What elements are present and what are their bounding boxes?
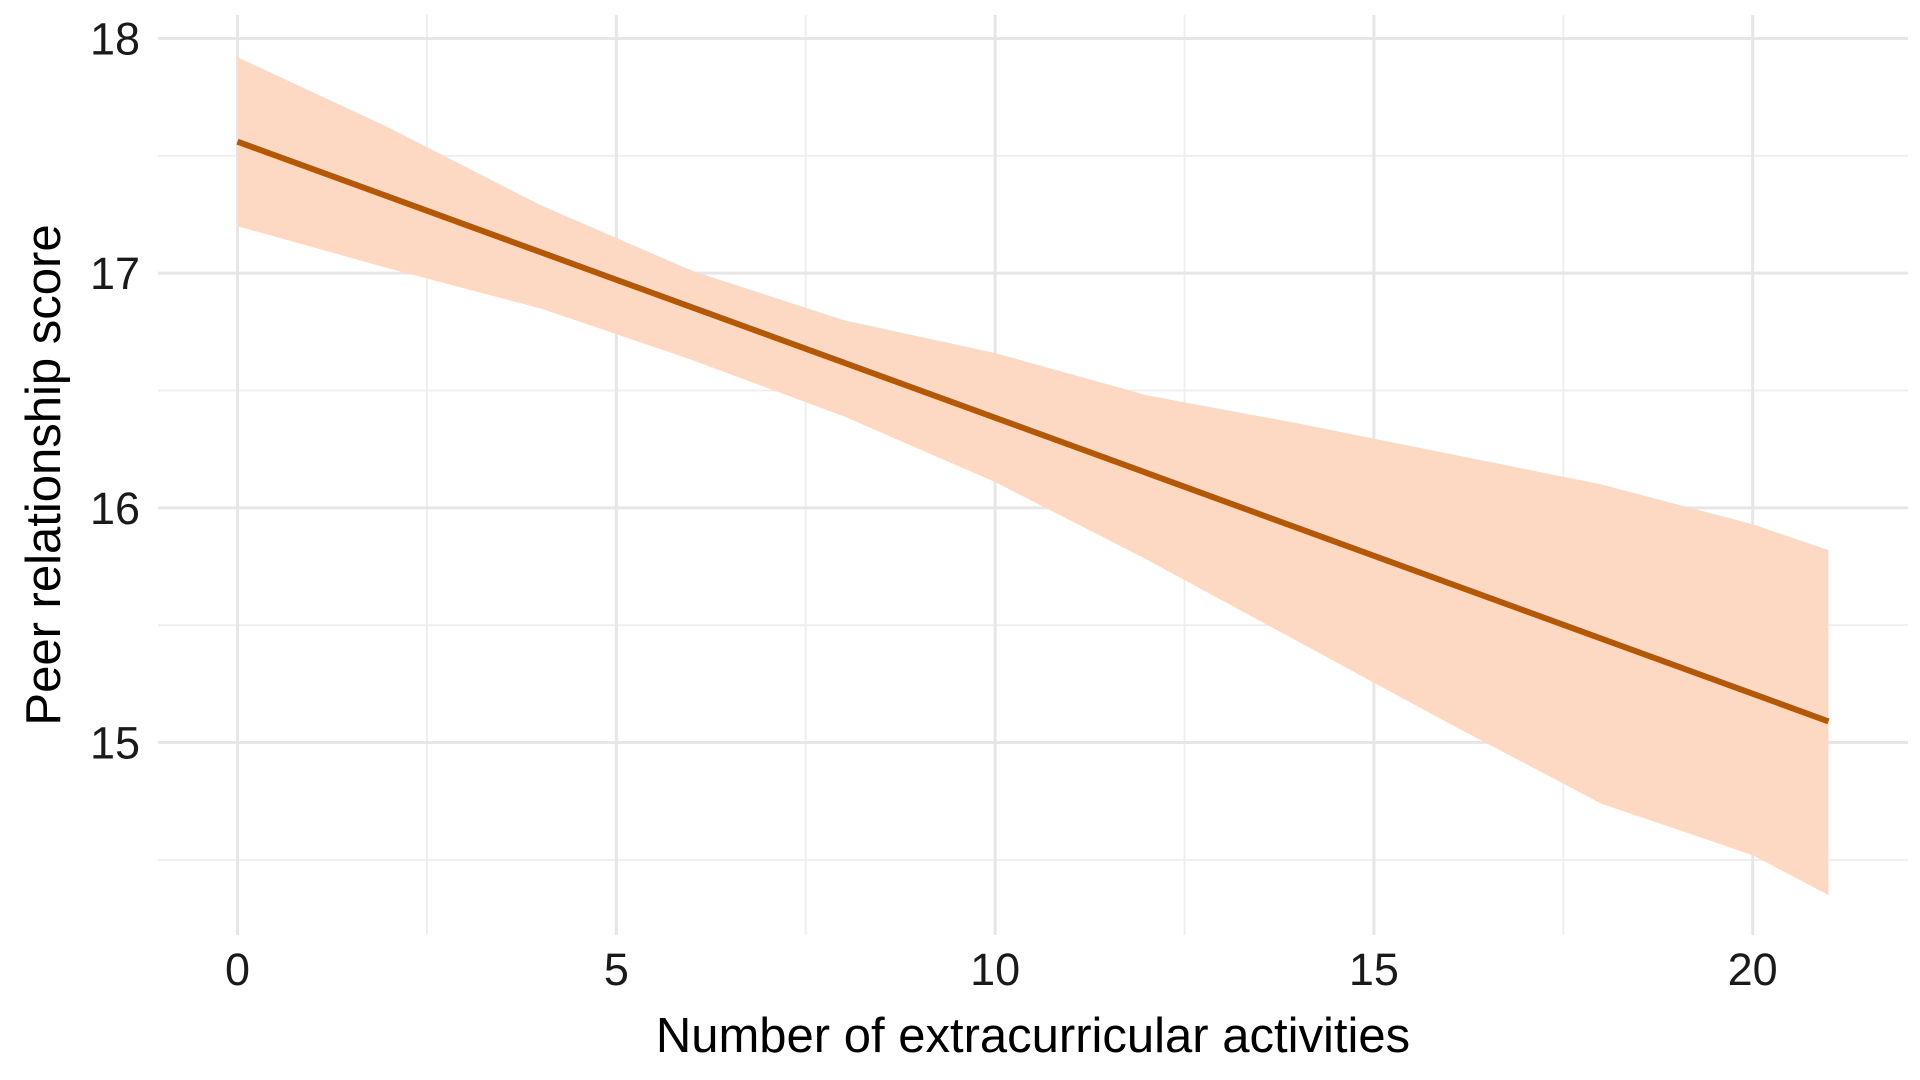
x-axis-ticks: 0 5 10 15 20 xyxy=(225,944,1778,995)
x-axis-title: Number of extracurricular activities xyxy=(656,1009,1410,1063)
y-tick-label: 17 xyxy=(90,248,140,299)
y-tick-label: 18 xyxy=(90,13,140,64)
y-axis-title: Peer relationship score xyxy=(17,224,71,725)
x-tick-label: 15 xyxy=(1349,944,1399,995)
regression-line xyxy=(236,138,1830,725)
x-tick-label: 20 xyxy=(1728,944,1778,995)
y-axis-ticks: 15 16 17 18 xyxy=(90,13,140,768)
x-tick-label: 5 xyxy=(604,944,629,995)
y-tick-label: 15 xyxy=(90,718,140,769)
y-tick-label: 16 xyxy=(90,483,140,534)
regression-line-layer xyxy=(236,138,1830,725)
confidence-band-layer xyxy=(237,57,1829,896)
x-tick-label: 0 xyxy=(225,944,250,995)
x-tick-label: 10 xyxy=(970,944,1020,995)
confidence-band xyxy=(237,57,1829,896)
